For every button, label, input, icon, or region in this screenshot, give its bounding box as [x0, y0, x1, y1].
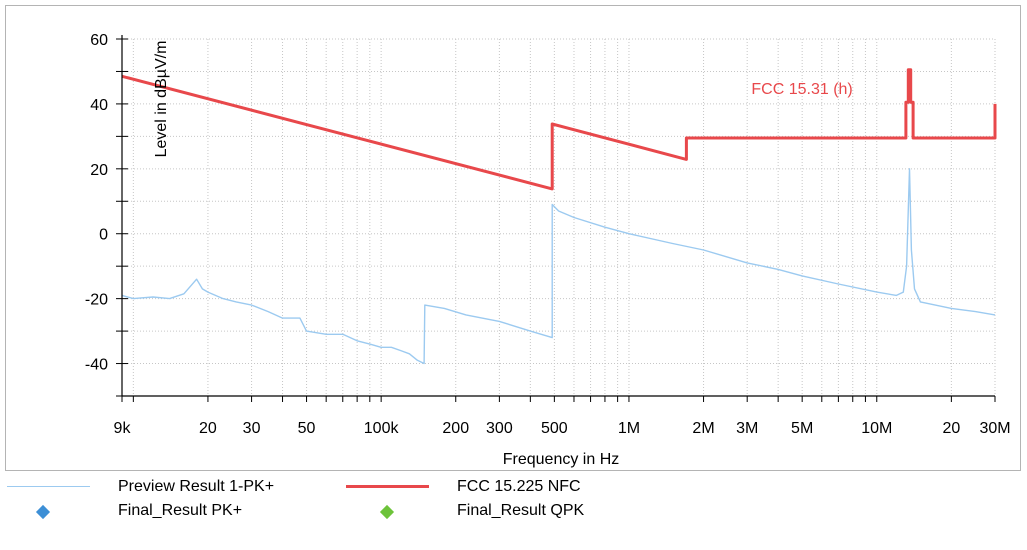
y-tick-label: -40 — [85, 357, 108, 374]
x-tick-label: 30M — [979, 420, 1010, 437]
x-tick-label: 5M — [791, 420, 813, 437]
y-tick-label: 60 — [90, 32, 108, 49]
legend-preview-label: Preview Result 1-PK+ — [118, 478, 275, 495]
y-tick-label: 20 — [90, 162, 108, 179]
x-tick-label: 300 — [486, 420, 513, 437]
x-tick-label: 9k — [114, 420, 132, 437]
x-tick-label: 50 — [298, 420, 316, 437]
x-tick-label: 500 — [541, 420, 568, 437]
legend: Preview Result 1-PK+ FCC 15.225 NFC Fina… — [0, 476, 1027, 550]
preview-trace — [121, 168, 996, 365]
x-tick-label: 3M — [736, 420, 758, 437]
legend-final-qpk-label: Final_Result QPK — [457, 502, 585, 519]
x-tick-label: 30 — [243, 420, 261, 437]
y-tick-label: 0 — [99, 227, 108, 244]
limit-line — [121, 68, 997, 191]
x-tick-label: 20 — [199, 420, 217, 437]
x-tick-label: 200 — [442, 420, 469, 437]
x-tick-label: 10M — [861, 420, 892, 437]
legend-limit-label: FCC 15.225 NFC — [457, 478, 581, 495]
x-axis-title: Frequency in Hz — [503, 451, 620, 468]
legend-preview-line — [7, 486, 90, 487]
y-tick-label: -20 — [85, 292, 108, 309]
x-tick-label: 1M — [618, 420, 640, 437]
legend-final-pk-label: Final_Result PK+ — [118, 502, 243, 519]
y-tick-label: 40 — [90, 97, 108, 114]
legend-final-pk-marker — [35, 504, 51, 520]
legend-limit-line — [346, 485, 429, 488]
annotation-label: FCC 15.31 (h) — [751, 81, 852, 98]
y-axis-title: Level in dBµV/m — [153, 41, 170, 158]
legend-final-qpk-marker — [379, 504, 395, 520]
series-layer — [121, 68, 997, 365]
chart-frame: 60 40 20 0 -20 -40 9k 20 30 50 100k 200 300 500 1M 2M 3M… — [5, 5, 1021, 471]
x-tick-label: 20 — [942, 420, 960, 437]
x-tick-label: 2M — [692, 420, 714, 437]
x-tick-label: 100k — [364, 420, 400, 437]
grid-layer — [121, 38, 996, 397]
